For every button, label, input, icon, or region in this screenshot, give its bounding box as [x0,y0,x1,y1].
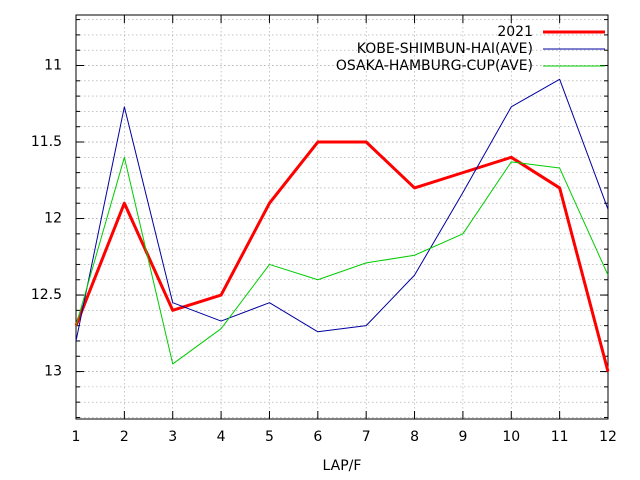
x-tick-label: 1 [72,429,81,445]
y-tick-label: 11 [44,58,62,74]
x-tick-label: 3 [168,429,177,445]
legend-label: OSAKA-HAMBURG-CUP(AVE) [336,58,533,74]
x-tick-label: 9 [458,429,467,445]
x-tick-label: 10 [502,429,520,445]
x-tick-label: 2 [120,429,129,445]
x-tick-label: 7 [362,429,371,445]
y-tick-label: 13 [44,364,62,380]
line-series [75,78,609,342]
x-tick-label: 5 [265,429,274,445]
y-tick-label: 12.5 [31,287,62,303]
x-tick-label: 12 [599,429,617,445]
x-axis-label: LAP/F [323,458,362,474]
legend-label: KOBE-SHIMBUN-HAI(AVE) [357,41,533,57]
line-series [74,140,610,372]
y-tick-label: 11.5 [31,134,62,150]
line-series [75,156,609,365]
x-tick-label: 6 [313,429,322,445]
x-tick-label: 11 [551,429,569,445]
x-tick-label: 4 [217,429,226,445]
legend-label: 2021 [497,24,533,40]
y-tick-label: 12 [44,211,62,227]
plot-border [75,14,609,420]
x-tick-label: 8 [410,429,419,445]
